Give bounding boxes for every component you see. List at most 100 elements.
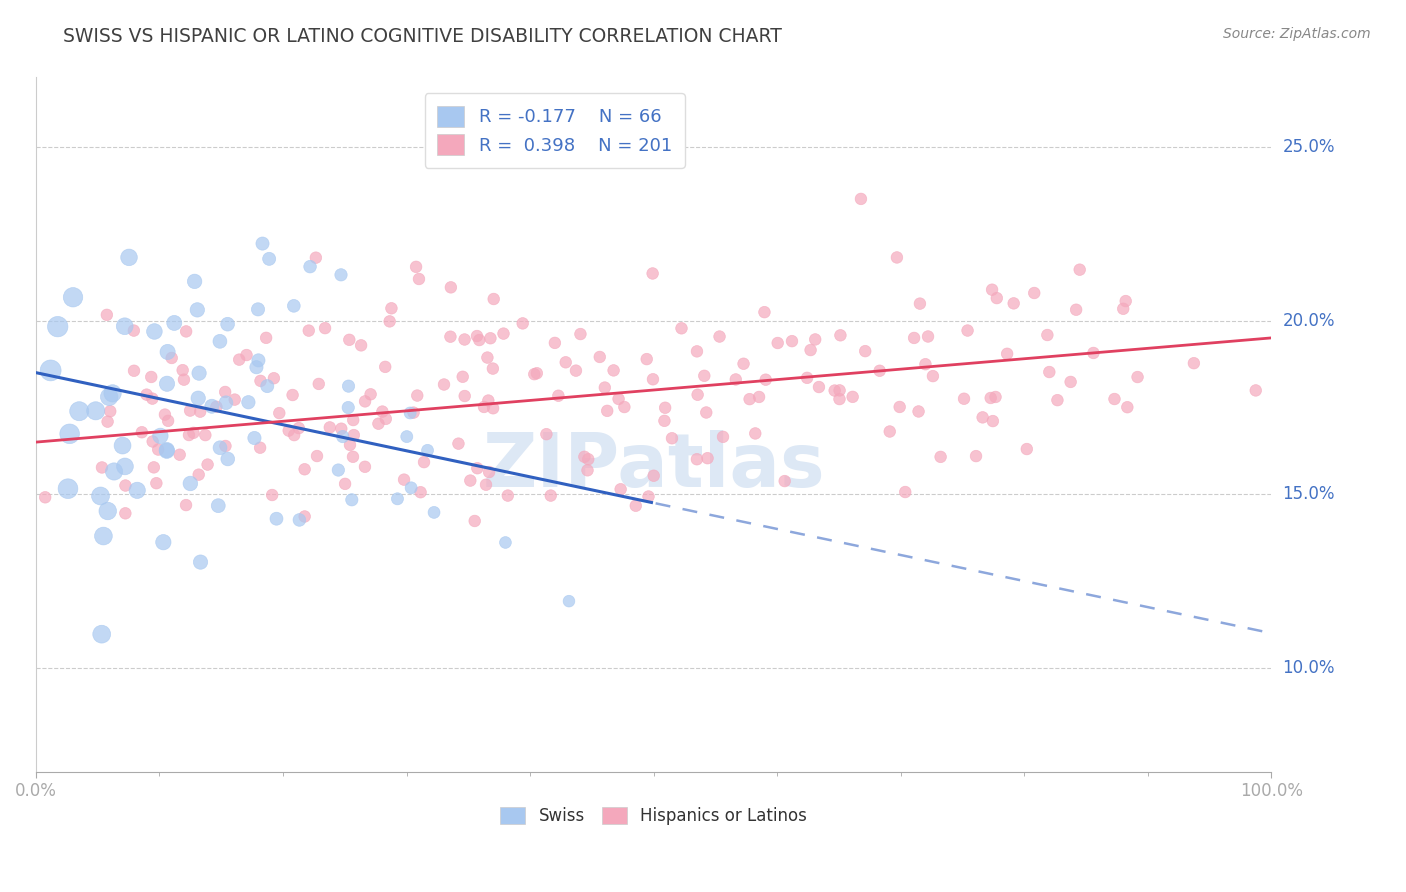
Point	[96, 308, 118, 322]
Point	[451, 369, 474, 384]
Point	[256, 379, 278, 393]
Point	[547, 389, 569, 403]
Point	[153, 408, 176, 422]
Point	[101, 386, 124, 401]
Point	[360, 387, 382, 401]
Point	[156, 345, 179, 359]
Point	[238, 395, 260, 409]
Text: 15.0%: 15.0%	[1282, 485, 1334, 503]
Point	[576, 463, 599, 477]
Point	[496, 489, 519, 503]
Text: SWISS VS HISPANIC OR LATINO COGNITIVE DISABILITY CORRELATION CHART: SWISS VS HISPANIC OR LATINO COGNITIVE DI…	[63, 27, 782, 45]
Point	[97, 504, 120, 518]
Point	[339, 438, 361, 452]
Point	[350, 338, 373, 352]
Point	[748, 390, 770, 404]
Point	[607, 392, 630, 406]
Point	[111, 439, 134, 453]
Point	[354, 394, 377, 409]
Point	[453, 333, 475, 347]
Point	[440, 280, 463, 294]
Point	[981, 414, 1004, 428]
Point	[215, 395, 238, 409]
Point	[160, 351, 183, 365]
Point	[824, 384, 846, 398]
Point	[1059, 375, 1081, 389]
Point	[917, 329, 939, 343]
Point	[266, 512, 288, 526]
Point	[869, 364, 891, 378]
Point	[135, 387, 157, 401]
Point	[479, 331, 502, 345]
Text: 20.0%: 20.0%	[1282, 311, 1334, 329]
Point	[733, 357, 755, 371]
Point	[143, 325, 166, 339]
Point	[288, 421, 311, 435]
Point	[257, 252, 280, 266]
Point	[558, 594, 581, 608]
Point	[565, 364, 588, 378]
Point	[523, 367, 546, 381]
Point	[380, 301, 402, 316]
Point	[169, 448, 191, 462]
Point	[478, 465, 501, 479]
Point	[609, 482, 631, 496]
Point	[298, 324, 321, 338]
Point	[886, 251, 908, 265]
Point	[1069, 262, 1091, 277]
Point	[661, 431, 683, 445]
Point	[342, 413, 364, 427]
Point	[337, 333, 360, 347]
Point	[91, 460, 114, 475]
Point	[387, 491, 409, 506]
Point	[613, 400, 636, 414]
Point	[173, 373, 195, 387]
Point	[152, 535, 174, 549]
Point	[172, 363, 194, 377]
Point	[780, 334, 803, 348]
Point	[472, 400, 495, 414]
Point	[643, 468, 665, 483]
Point	[249, 374, 271, 388]
Point	[889, 400, 911, 414]
Point	[319, 420, 342, 434]
Point	[754, 305, 776, 319]
Point	[177, 428, 200, 442]
Point	[148, 442, 170, 457]
Point	[201, 399, 224, 413]
Point	[1064, 302, 1087, 317]
Point	[399, 406, 422, 420]
Point	[796, 371, 818, 385]
Point	[114, 319, 136, 334]
Point	[602, 363, 624, 377]
Point	[308, 376, 330, 391]
Point	[693, 368, 716, 383]
Point	[482, 361, 505, 376]
Point	[93, 529, 115, 543]
Point	[995, 347, 1018, 361]
Point	[475, 477, 498, 491]
Point	[574, 450, 596, 464]
Point	[540, 489, 562, 503]
Point	[477, 393, 499, 408]
Point	[157, 414, 180, 428]
Point	[460, 474, 482, 488]
Point	[922, 369, 945, 384]
Point	[409, 485, 432, 500]
Point	[156, 376, 179, 391]
Point	[67, 404, 90, 418]
Point	[214, 384, 236, 399]
Point	[179, 476, 201, 491]
Point	[247, 353, 270, 368]
Point	[281, 388, 304, 402]
Point	[305, 251, 328, 265]
Point	[142, 434, 165, 449]
Point	[98, 404, 121, 418]
Point	[454, 389, 477, 403]
Point	[245, 360, 267, 375]
Point	[186, 302, 208, 317]
Point	[830, 328, 852, 343]
Point	[62, 290, 84, 304]
Point	[744, 426, 766, 441]
Point	[654, 414, 676, 428]
